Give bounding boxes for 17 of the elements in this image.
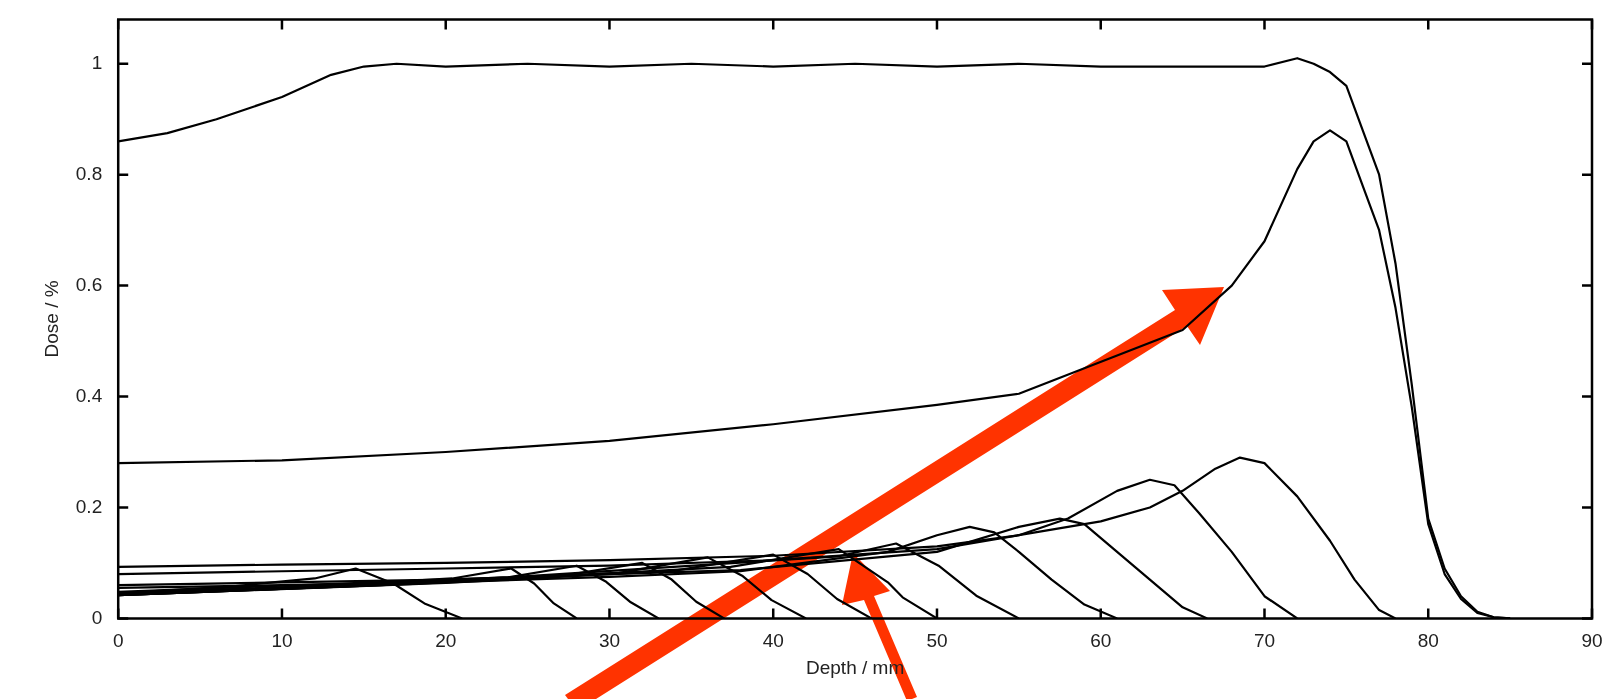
x-tick-label: 20 — [435, 630, 457, 652]
x-tick-label: 50 — [926, 630, 948, 652]
y-tick-label: 0.4 — [75, 384, 103, 406]
x-tick-label: 30 — [598, 630, 621, 652]
y-tick-label: 0.6 — [75, 273, 103, 295]
x-tick-label: 90 — [1581, 630, 1603, 652]
x-tick-label: 60 — [1090, 630, 1112, 652]
y-tick-label: 1 — [91, 52, 103, 73]
y-tick-label: 0 — [91, 606, 103, 628]
x-tick-label: 40 — [762, 630, 784, 652]
x-tick-label: 80 — [1417, 630, 1439, 652]
y-tick-label: 0.2 — [75, 495, 103, 517]
y-tick-label: 0.8 — [75, 162, 103, 184]
x-tick-label: 10 — [271, 630, 293, 652]
x-tick-label: 70 — [1253, 630, 1276, 652]
y-axis-title: Dose / % — [40, 280, 62, 358]
x-tick-label: 0 — [112, 630, 124, 652]
